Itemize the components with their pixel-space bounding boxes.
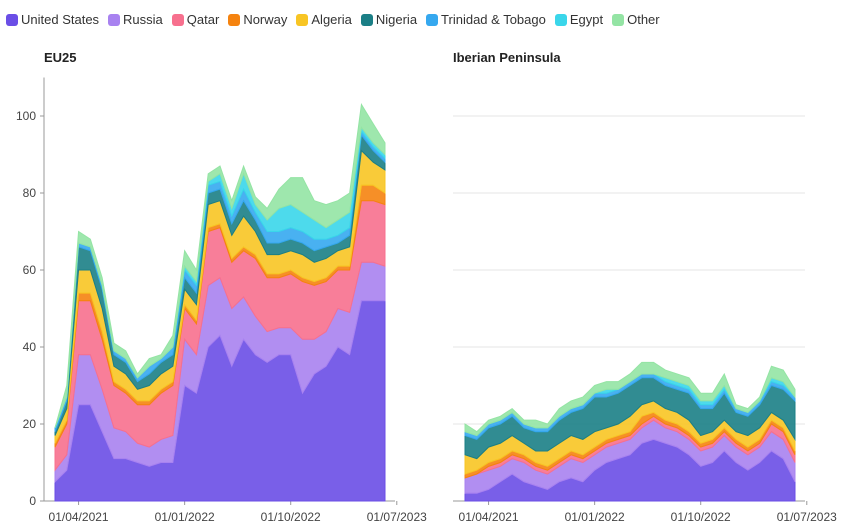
panel-title: EU25 [44, 50, 77, 65]
legend-swatch [6, 13, 18, 26]
y-tick-label: 100 [16, 109, 36, 123]
legend-item: Norway [228, 12, 287, 27]
legend-swatch [554, 13, 567, 26]
legend-item: Egypt [554, 12, 604, 27]
area [54, 102, 386, 429]
legend-item: Trinidad & Tobago [426, 12, 546, 27]
legend-label: Nigeria [375, 12, 418, 27]
legend-label: Qatar [186, 12, 220, 27]
legend-label: Norway [243, 12, 288, 27]
legend-label: United States [21, 12, 100, 27]
y-tick-label: 20 [23, 417, 37, 431]
y-tick-label: 60 [23, 263, 37, 277]
legend-item: Qatar [171, 12, 220, 27]
x-tick-label: 01/04/2021 [459, 510, 519, 524]
legend-label: Algeria [311, 12, 352, 27]
legend-item: Other [612, 12, 660, 27]
legend-swatch [360, 13, 373, 26]
x-tick-label: 01/01/2022 [155, 510, 215, 524]
x-tick-label: 01/10/2022 [261, 510, 321, 524]
legend: United States Russia Qatar Norway Algeria Nig… [6, 12, 660, 27]
legend-item: United States [6, 12, 99, 27]
legend-label: Russia [123, 12, 163, 27]
x-tick-label: 01/04/2021 [49, 510, 109, 524]
legend-item: Nigeria [360, 12, 418, 27]
legend-item: Algeria [296, 12, 352, 27]
legend-swatch [426, 13, 439, 26]
panel-title: Iberian Peninsula [453, 50, 561, 65]
legend-label: Other [627, 12, 660, 27]
legend-swatch [612, 13, 625, 26]
y-tick-label: 80 [23, 186, 37, 200]
legend-label: Egypt [569, 12, 604, 27]
legend-swatch [171, 13, 184, 26]
x-tick-label: 01/07/2023 [367, 510, 427, 524]
legend-item: Russia [108, 12, 163, 27]
area [464, 361, 796, 437]
legend-swatch [296, 13, 309, 26]
legend-swatch [228, 13, 241, 26]
x-tick-label: 01/01/2022 [565, 510, 625, 524]
y-tick-label: 40 [23, 340, 37, 354]
y-tick-label: 0 [29, 494, 36, 508]
legend-label: Trinidad & Tobago [441, 12, 546, 27]
x-tick-label: 01/07/2023 [777, 510, 837, 524]
x-tick-label: 01/10/2022 [671, 510, 731, 524]
legend-swatch [108, 13, 121, 26]
